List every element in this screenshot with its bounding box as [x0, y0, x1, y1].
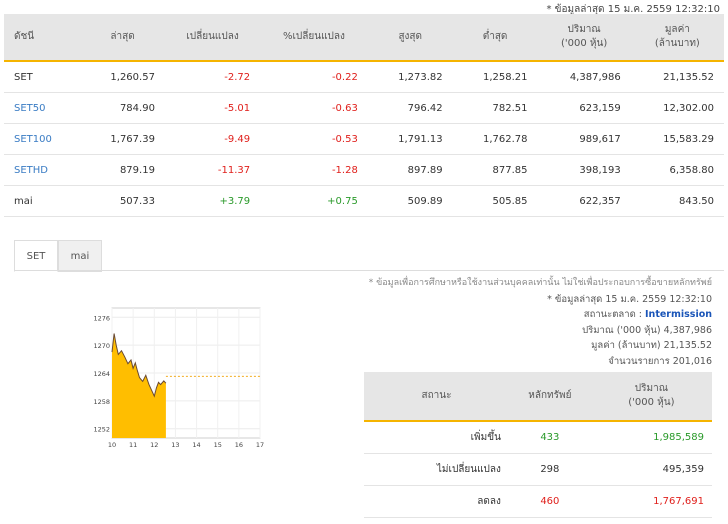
col-value: มูลค่า (ล้านบาท): [630, 14, 724, 62]
trade-value: 12,302.00: [630, 92, 724, 124]
trade-value: 21,135.52: [630, 61, 724, 93]
breadth-label: ไม่เปลี่ยนแปลง: [364, 453, 509, 486]
high-value: 1,273.82: [367, 61, 453, 93]
table-row: ไม่เปลี่ยนแปลง 298 495,359: [364, 453, 712, 486]
info-updated: * ข้อมูลล่าสุด 15 ม.ค. 2559 12:32:10: [547, 293, 712, 305]
low-value: 1,762.78: [452, 123, 538, 155]
low-value: 505.85: [452, 185, 538, 217]
col-index: ดัชนี: [4, 14, 81, 62]
last-value: 879.19: [80, 154, 165, 186]
change-value: -9.49: [164, 123, 261, 155]
x-tick-label: 14: [192, 441, 200, 449]
x-tick-label: 16: [235, 441, 243, 449]
breadth-label: ลดลง: [364, 485, 509, 518]
info-value: มูลค่า (ล้านบาท) 21,135.52: [591, 340, 712, 351]
last-updated-note: * ข้อมูลล่าสุด 15 ม.ค. 2559 12:32:10: [546, 4, 720, 15]
index-name: SET: [4, 61, 81, 93]
y-tick-label: 1276: [93, 314, 110, 322]
col-securities: หลักทรัพย์: [508, 372, 591, 422]
volume-value: 989,617: [537, 123, 631, 155]
volume-value: 622,357: [537, 185, 631, 217]
col-change: เปลี่ยนแปลง: [164, 14, 261, 62]
index-link-set100[interactable]: SET100: [4, 123, 81, 155]
info-volume: ปริมาณ ('000 หุ้น) 4,387,986: [582, 324, 712, 336]
breadth-count: 460: [508, 485, 591, 518]
index-table: ดัชนี ล่าสุด เปลี่ยนแปลง %เปลี่ยนแปลง สู…: [4, 14, 724, 217]
change-value: -11.37: [164, 154, 261, 186]
low-value: 1,258.21: [452, 61, 538, 93]
col-low: ต่ำสุด: [452, 14, 538, 62]
low-value: 782.51: [452, 92, 538, 124]
disclaimer-text: * ข้อมูลเพื่อการศึกษาหรือใช้งานส่วนบุคคล…: [368, 278, 712, 288]
tab-divider: [14, 270, 724, 271]
change-value: -5.01: [164, 92, 261, 124]
breadth-volume: 1,767,691: [590, 485, 712, 518]
table-row: ลดลง 460 1,767,691: [364, 485, 712, 518]
change-value: +3.79: [164, 185, 261, 217]
market-tabs: SET mai: [14, 240, 102, 272]
breadth-label: เพิ่มขึ้น: [364, 421, 509, 454]
pct-change-value: +0.75: [260, 185, 368, 217]
volume-value: 398,193: [537, 154, 631, 186]
market-status-label: สถานะตลาด :: [583, 309, 642, 320]
table-row: SET 1,260.57 -2.72 -0.22 1,273.82 1,258.…: [4, 61, 724, 93]
index-intraday-chart: 1276 1270 1264 1258 1252 10 11 12 13 14 15 16 17: [93, 307, 264, 449]
market-status-line: สถานะตลาด : Intermission: [369, 307, 712, 323]
tab-mai[interactable]: mai: [58, 240, 102, 272]
col-status: สถานะ: [364, 372, 509, 422]
market-breadth-table: สถานะ หลักทรัพย์ ปริมาณ ('000 หุ้น) เพิ่…: [364, 372, 712, 518]
high-value: 1,791.13: [367, 123, 453, 155]
index-link-sethd[interactable]: SETHD: [4, 154, 81, 186]
market-info: * ข้อมูลเพื่อการศึกษาหรือใช้งานส่วนบุคคล…: [369, 276, 712, 369]
x-tick-label: 15: [214, 441, 222, 449]
col-volume: ปริมาณ ('000 หุ้น): [537, 14, 631, 62]
y-tick-label: 1252: [93, 426, 110, 434]
last-value: 1,260.57: [80, 61, 165, 93]
high-value: 509.89: [367, 185, 453, 217]
table-row: SET50 784.90 -5.01 -0.63 796.42 782.51 6…: [4, 92, 724, 124]
index-link-set50[interactable]: SET50: [4, 92, 81, 124]
pct-change-value: -1.28: [260, 154, 368, 186]
y-tick-label: 1264: [93, 370, 110, 378]
x-tick-label: 10: [108, 441, 116, 449]
trade-value: 6,358.80: [630, 154, 724, 186]
table-row: SET100 1,767.39 -9.49 -0.53 1,791.13 1,7…: [4, 123, 724, 155]
breadth-count: 298: [508, 453, 591, 486]
last-value: 784.90: [80, 92, 165, 124]
y-tick-label: 1270: [93, 342, 110, 350]
col-pct-change: %เปลี่ยนแปลง: [260, 14, 368, 62]
y-tick-label: 1258: [93, 398, 110, 406]
info-trades: จำนวนรายการ 201,016: [608, 355, 712, 367]
pct-change-value: -0.22: [260, 61, 368, 93]
pct-change-value: -0.53: [260, 123, 368, 155]
breadth-volume: 1,985,589: [590, 421, 712, 454]
col-high: สูงสุด: [367, 14, 453, 62]
high-value: 796.42: [367, 92, 453, 124]
last-value: 507.33: [80, 185, 165, 217]
col-last: ล่าสุด: [80, 14, 165, 62]
x-tick-label: 11: [129, 441, 137, 449]
table-row: SETHD 879.19 -11.37 -1.28 897.89 877.85 …: [4, 154, 724, 186]
high-value: 897.89: [367, 154, 453, 186]
x-tick-label: 17: [256, 441, 264, 449]
last-value: 1,767.39: [80, 123, 165, 155]
market-status-value: Intermission: [645, 309, 712, 320]
change-value: -2.72: [164, 61, 261, 93]
trade-value: 15,583.29: [630, 123, 724, 155]
table-row: mai 507.33 +3.79 +0.75 509.89 505.85 622…: [4, 185, 724, 217]
volume-value: 623,159: [537, 92, 631, 124]
pct-change-value: -0.63: [260, 92, 368, 124]
table-row: เพิ่มขึ้น 433 1,985,589: [364, 421, 712, 454]
index-name: mai: [4, 185, 81, 217]
series-line: [111, 333, 167, 398]
x-tick-label: 12: [150, 441, 158, 449]
breadth-count: 433: [508, 421, 591, 454]
volume-value: 4,387,986: [537, 61, 631, 93]
low-value: 877.85: [452, 154, 538, 186]
breadth-volume: 495,359: [590, 453, 712, 486]
x-tick-label: 13: [171, 441, 179, 449]
tab-set[interactable]: SET: [14, 240, 58, 272]
col-breadth-volume: ปริมาณ ('000 หุ้น): [590, 372, 712, 422]
trade-value: 843.50: [630, 185, 724, 217]
